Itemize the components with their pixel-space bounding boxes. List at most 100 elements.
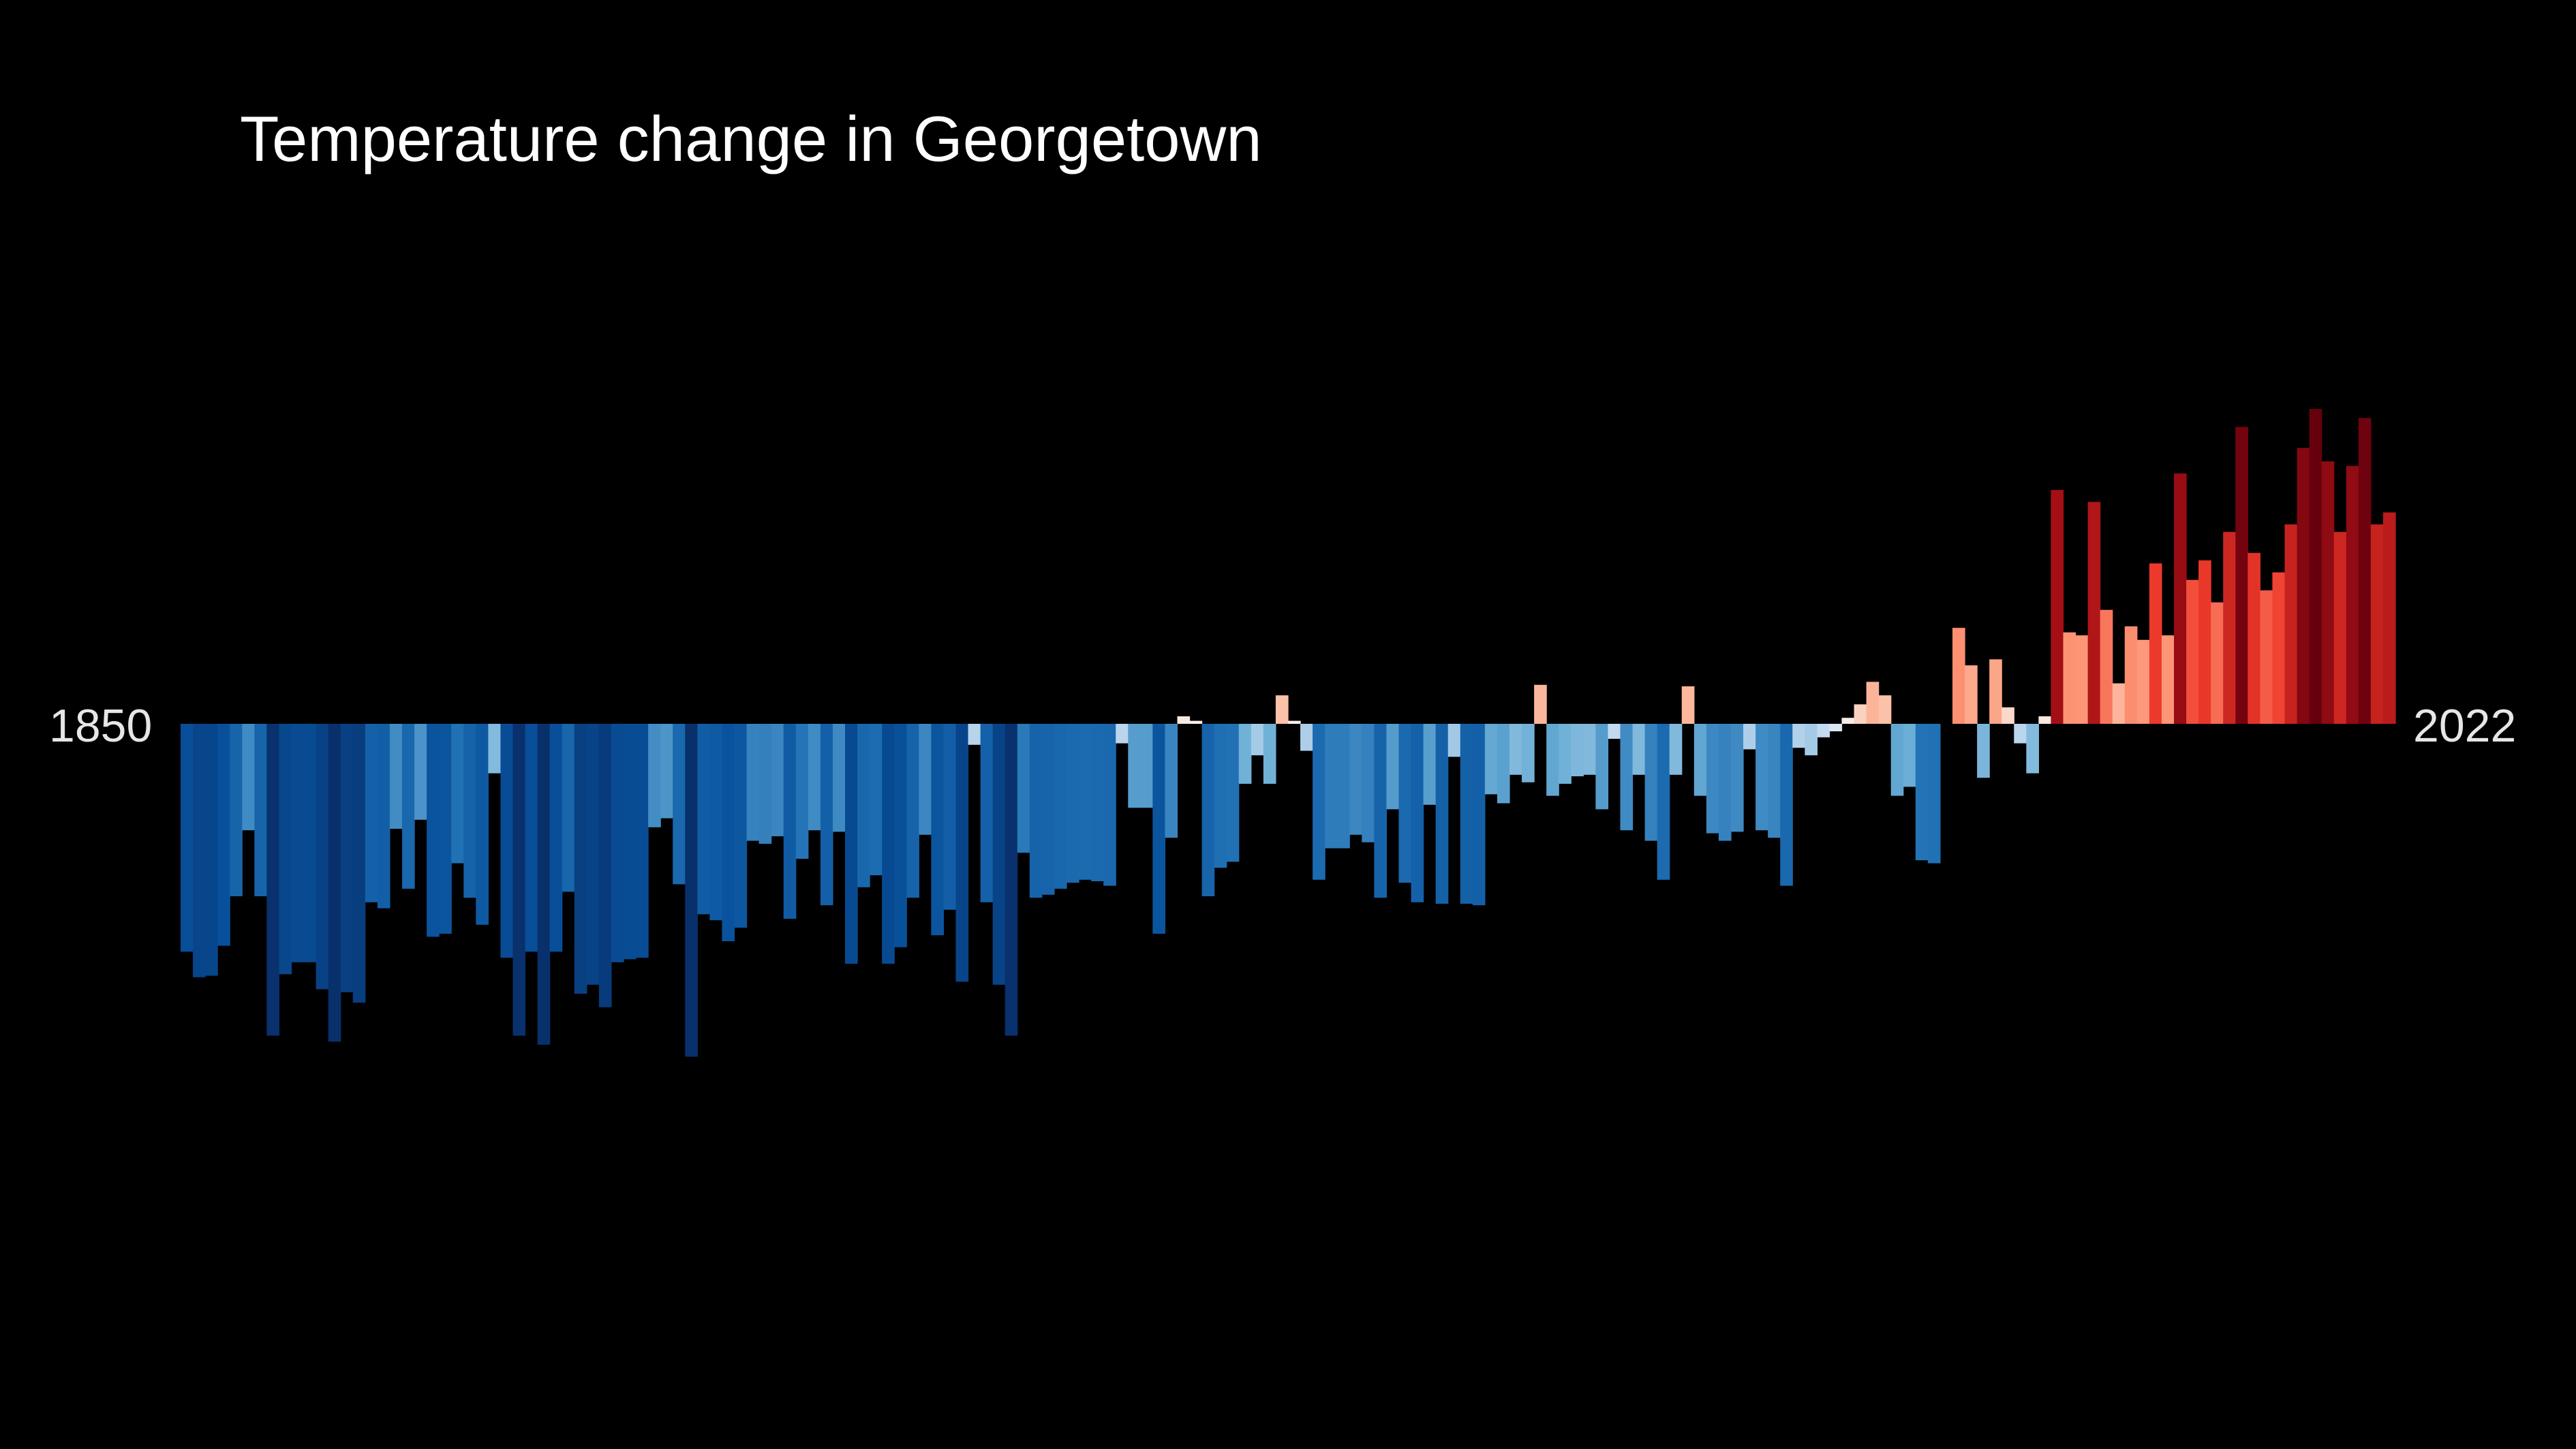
bar-2026 <box>2346 466 2359 724</box>
bar-1994 <box>1952 628 1965 724</box>
bar-1899 <box>783 724 797 919</box>
bar-1896 <box>746 724 760 841</box>
bar-1860 <box>303 724 317 962</box>
bar-1943 <box>1325 724 1338 849</box>
bar-1971 <box>1669 724 1683 775</box>
bar-1928 <box>1140 724 1153 808</box>
bar-1961 <box>1546 724 1559 796</box>
bar-1908 <box>894 724 907 947</box>
bar-1901 <box>808 724 821 831</box>
bar-1872 <box>451 724 464 864</box>
bar-1863 <box>340 724 354 992</box>
bar-2017 <box>2235 427 2248 724</box>
bar-1958 <box>1509 724 1522 775</box>
bar-2028 <box>2370 524 2384 724</box>
bar-1888 <box>648 724 661 827</box>
bar-2010 <box>2149 563 2162 724</box>
bar-1903 <box>832 724 846 832</box>
bar-1945 <box>1349 724 1362 835</box>
bar-1902 <box>820 724 833 906</box>
bar-1953 <box>1447 724 1461 757</box>
bar-1853 <box>217 724 230 946</box>
bar-1861 <box>316 724 329 990</box>
bar-1857 <box>266 724 280 1036</box>
bar-1972 <box>1681 686 1695 724</box>
chart-title: Temperature change in Georgetown <box>240 103 1262 174</box>
bar-2013 <box>2186 579 2199 724</box>
bar-1880 <box>549 724 563 952</box>
bar-1970 <box>1657 724 1670 880</box>
bar-1868 <box>402 724 415 889</box>
bar-1873 <box>463 724 476 898</box>
bar-1927 <box>1128 724 1141 808</box>
bar-1983 <box>1817 724 1830 737</box>
bar-1932 <box>1189 720 1203 724</box>
bar-2023 <box>2309 409 2322 724</box>
bar-1987 <box>1866 682 1880 724</box>
bar-2021 <box>2284 524 2298 724</box>
bar-1876 <box>500 724 514 958</box>
bar-1856 <box>254 724 267 896</box>
end-year-label: 2022 <box>2413 700 2517 752</box>
bar-1929 <box>1152 724 1166 934</box>
bar-1922 <box>1067 724 1079 883</box>
bar-2003 <box>2063 632 2076 724</box>
bar-1976 <box>1731 724 1744 832</box>
bar-1923 <box>1079 724 1092 880</box>
bar-1984 <box>1829 724 1843 731</box>
bar-1865 <box>365 724 378 902</box>
bar-2029 <box>2382 512 2396 724</box>
bar-1904 <box>845 724 858 964</box>
bar-1968 <box>1632 724 1646 775</box>
bar-1951 <box>1423 724 1437 805</box>
bar-1992 <box>1927 724 1941 864</box>
bar-2002 <box>2051 489 2064 724</box>
bar-1944 <box>1337 724 1350 849</box>
bar-1878 <box>525 724 538 952</box>
bar-1946 <box>1362 724 1375 842</box>
bar-1917 <box>1005 724 1018 1036</box>
bar-1884 <box>598 724 612 1007</box>
bar-1942 <box>1313 724 1325 880</box>
bar-1898 <box>771 724 784 836</box>
start-year-label: 1850 <box>49 700 153 752</box>
bar-1969 <box>1644 724 1658 841</box>
bar-1921 <box>1054 724 1067 889</box>
bar-2024 <box>2321 461 2335 724</box>
bar-1890 <box>673 724 686 885</box>
bar-1989 <box>1890 724 1904 796</box>
bar-1931 <box>1177 716 1191 724</box>
bar-1864 <box>352 724 366 1003</box>
bar-1955 <box>1472 724 1486 906</box>
bar-2022 <box>2297 448 2310 724</box>
bar-1862 <box>328 724 341 1042</box>
bar-1870 <box>427 724 440 937</box>
bar-1956 <box>1484 724 1498 795</box>
bar-1900 <box>795 724 809 859</box>
bar-1920 <box>1041 724 1055 895</box>
bar-1933 <box>1201 724 1215 896</box>
bar-2001 <box>2038 716 2052 724</box>
bar-1981 <box>1792 724 1805 748</box>
bar-1996 <box>1977 724 1990 778</box>
bar-1906 <box>870 724 883 876</box>
bar-1978 <box>1755 724 1768 831</box>
bar-1947 <box>1374 724 1387 898</box>
bar-2008 <box>2124 626 2138 724</box>
bar-1965 <box>1595 724 1609 810</box>
bar-1925 <box>1103 724 1116 886</box>
bar-1940 <box>1288 720 1301 724</box>
bar-1852 <box>205 724 218 976</box>
bar-1867 <box>389 724 403 829</box>
bar-1892 <box>697 724 710 915</box>
bar-1977 <box>1743 724 1756 750</box>
bar-1936 <box>1238 724 1252 784</box>
bar-1882 <box>574 724 587 994</box>
bar-2014 <box>2198 560 2211 724</box>
bar-1974 <box>1706 724 1719 834</box>
bar-1850 <box>181 724 194 952</box>
bar-1919 <box>1029 724 1043 898</box>
bar-1995 <box>1965 665 1978 724</box>
bar-2005 <box>2087 502 2101 724</box>
